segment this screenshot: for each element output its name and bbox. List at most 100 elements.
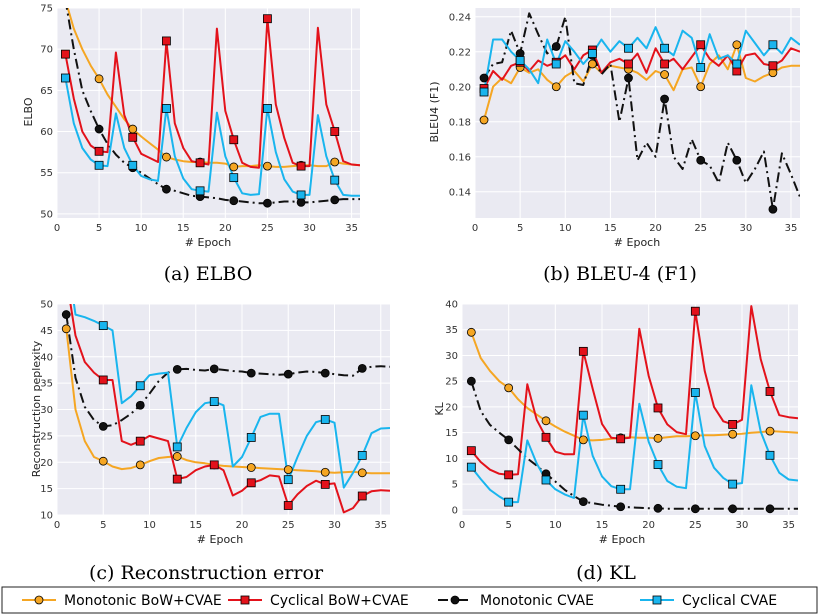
- plot-bleu: 0 5 10 15 20 25 30 35 0.14 0.16 0.18 0.20 0.22 0.24: [449, 8, 800, 234]
- data-point-cyclical-bow: [195, 158, 205, 168]
- data-point-cyclical: [320, 415, 330, 424]
- panel-kl: 0 5 10 15 20 25 30 35 0 5 10 15 20 25 30 35 40 # Epoch K…: [433, 300, 798, 584]
- y-tick-label: 10: [40, 511, 53, 522]
- series-line-cyclical-bow: [483, 43, 800, 89]
- data-point-monotonic: [616, 502, 626, 512]
- data-point-cyclical-bow: [690, 306, 700, 316]
- caption-elbo: (a) ELBO: [164, 263, 253, 285]
- data-point-cyclical: [732, 59, 742, 69]
- data-point-monotonic-bow: [653, 433, 663, 443]
- y-tick-label: 0.14: [449, 187, 471, 198]
- y-tick-label: 45: [40, 326, 53, 337]
- data-point-cyclical: [765, 450, 775, 460]
- data-point-monotonic-bow: [732, 40, 742, 50]
- series-lines: [65, 304, 390, 514]
- x-tick-label: 0: [459, 520, 465, 531]
- data-point-monotonic: [172, 365, 182, 374]
- data-point-monotonic: [209, 364, 219, 374]
- caption-bleu: (b) BLEU-4 (F1): [543, 263, 697, 285]
- data-point-cyclical: [162, 104, 171, 113]
- xlabel-recon: # Epoch: [197, 533, 243, 546]
- data-point-cyclical-bow: [135, 436, 145, 446]
- data-point-monotonic: [162, 184, 171, 194]
- data-point-monotonic-bow: [61, 324, 71, 334]
- data-point-cyclical: [479, 87, 489, 97]
- y-tick-label: 60: [40, 127, 53, 138]
- data-point-monotonic: [357, 363, 367, 373]
- data-point-cyclical: [195, 186, 205, 196]
- data-point-cyclical-bow: [466, 446, 476, 456]
- data-point-monotonic: [246, 368, 256, 378]
- y-tick-label: 10: [445, 454, 458, 465]
- series-line-monotonic: [483, 12, 800, 211]
- data-point-monotonic-bow: [765, 426, 775, 436]
- data-point-monotonic: [768, 204, 778, 214]
- data-point-cyclical-bow: [616, 434, 626, 444]
- legend-marker-monotonic: [450, 595, 460, 605]
- data-point-monotonic-bow: [696, 82, 706, 92]
- x-tick-label: 5: [96, 223, 102, 234]
- y-tick-label: 35: [40, 379, 53, 390]
- xlabel-bleu: # Epoch: [614, 236, 660, 249]
- data-point-cyclical-bow: [263, 14, 272, 24]
- series-lines: [470, 305, 798, 510]
- x-tick-label: 15: [596, 520, 609, 531]
- data-point-monotonic-bow: [541, 416, 551, 426]
- series-line-cyclical: [64, 77, 360, 197]
- data-point-cyclical: [246, 433, 256, 442]
- data-point-monotonic: [263, 198, 272, 208]
- data-point-monotonic-bow: [357, 468, 367, 478]
- y-tick-label: 55: [40, 168, 53, 179]
- x-tick-label: 20: [642, 520, 655, 531]
- x-tick-label: 10: [143, 520, 156, 531]
- data-point-monotonic-bow: [504, 383, 514, 393]
- y-tick-label: 40: [445, 300, 458, 311]
- data-point-monotonic: [690, 504, 700, 514]
- x-tick-label: 10: [135, 223, 148, 234]
- data-point-cyclical: [61, 73, 70, 83]
- data-point-monotonic: [320, 368, 330, 378]
- data-point-cyclical-bow: [330, 127, 340, 136]
- x-tick-label: 25: [282, 520, 295, 531]
- plot-recon: 0 5 10 15 20 25 30 35 10 15 20 25 30 35 40 45 50: [40, 300, 390, 531]
- plot-elbo: 0 5 10 15 20 25 30 35 50 55 60 65 70 75: [40, 4, 360, 234]
- y-tick-label: 0.20: [449, 82, 471, 93]
- data-point-monotonic: [98, 421, 108, 431]
- x-tick-label: 25: [261, 223, 274, 234]
- legend-marker-cyclical-bow: [240, 595, 250, 605]
- data-point-cyclical-bow: [696, 40, 706, 50]
- data-point-cyclical-bow: [172, 474, 182, 484]
- data-point-cyclical: [209, 397, 219, 406]
- ylabel-kl: KL: [433, 401, 446, 415]
- x-tick-label: 10: [559, 223, 572, 234]
- data-point-monotonic-bow: [229, 162, 239, 172]
- data-point-cyclical: [172, 442, 182, 452]
- data-point-monotonic: [61, 310, 71, 319]
- data-point-monotonic: [551, 42, 561, 51]
- data-point-cyclical: [624, 43, 633, 53]
- series-line-monotonic-bow: [66, 8, 360, 168]
- data-point-monotonic: [578, 497, 588, 507]
- data-point-monotonic-bow: [283, 465, 293, 475]
- x-tick-label: 20: [219, 223, 232, 234]
- y-tick-label: 0: [452, 505, 458, 516]
- data-point-cyclical: [690, 388, 700, 397]
- data-point-cyclical: [578, 410, 588, 420]
- data-point-cyclical: [616, 484, 626, 494]
- x-tick-label: 30: [739, 223, 752, 234]
- data-point-cyclical-bow: [61, 49, 70, 59]
- x-tick-label: 30: [328, 520, 341, 531]
- y-tick-label: 0.24: [449, 12, 471, 23]
- data-point-monotonic-bow: [587, 59, 597, 69]
- legend-label-cyclical-bow: Cyclical BoW+CVAE: [270, 593, 409, 609]
- data-point-monotonic-bow: [94, 74, 104, 84]
- y-tick-label: 20: [445, 402, 458, 413]
- data-point-cyclical-bow: [283, 501, 293, 510]
- data-point-cyclical-bow: [246, 478, 256, 488]
- x-tick-label: 35: [785, 223, 798, 234]
- data-point-cyclical: [98, 321, 108, 331]
- data-point-monotonic-bow: [246, 463, 256, 472]
- data-point-cyclical-bow: [660, 59, 669, 69]
- ylabel-bleu: BLEU4 (F1): [428, 81, 441, 142]
